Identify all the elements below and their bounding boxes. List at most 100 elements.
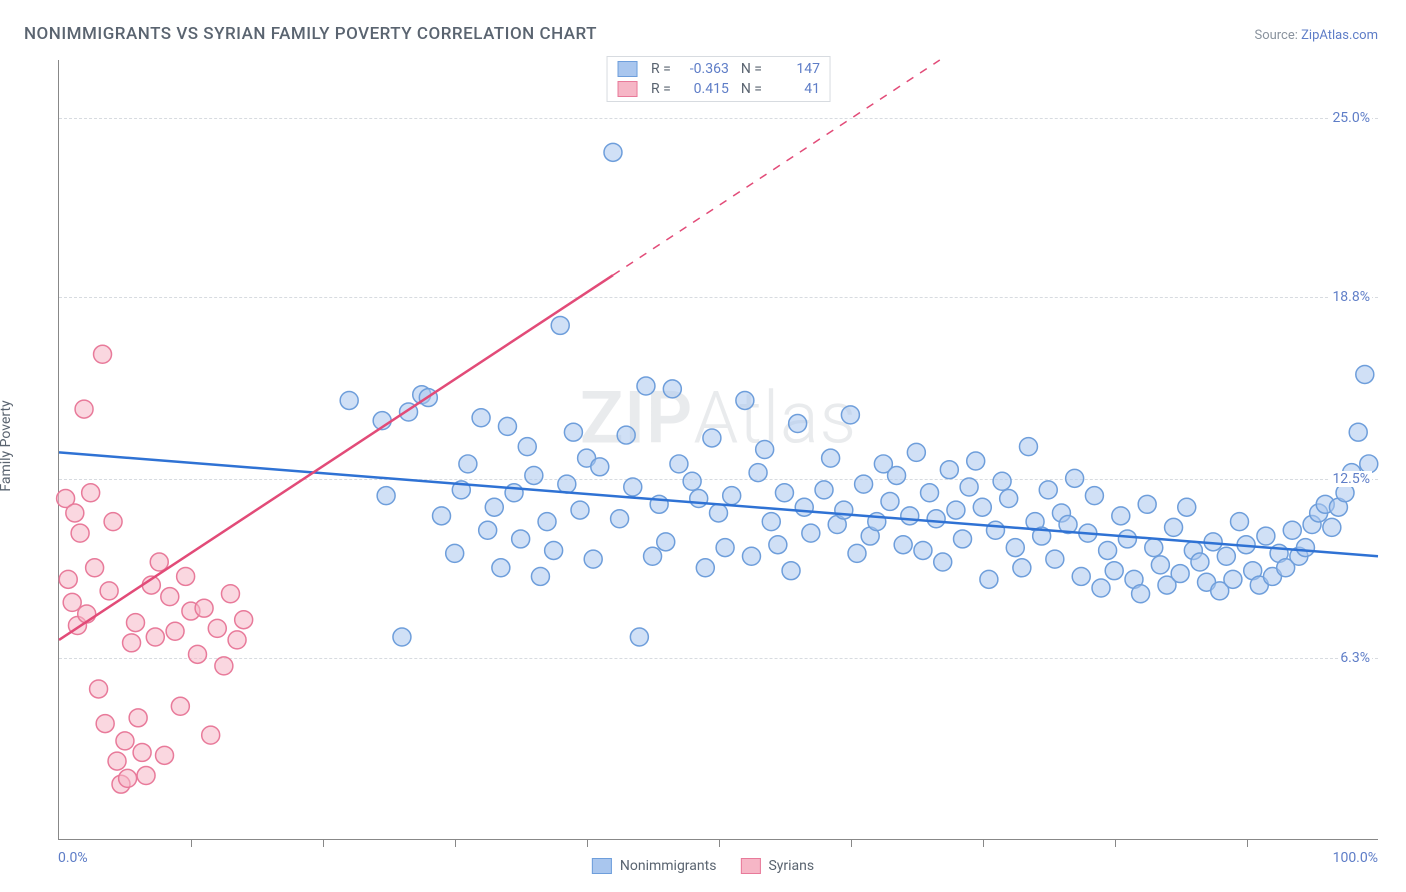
data-point xyxy=(1013,559,1031,577)
data-point xyxy=(177,567,195,585)
data-point xyxy=(690,490,708,508)
correlation-legend: R =-0.363N =147R =0.415N =41 xyxy=(606,56,831,102)
data-point xyxy=(848,544,866,562)
x-axis-min-label: 0.0% xyxy=(58,850,88,866)
data-point xyxy=(127,614,145,632)
data-point xyxy=(901,507,919,525)
data-point xyxy=(742,547,760,565)
data-point xyxy=(960,478,978,496)
data-point xyxy=(63,593,81,611)
legend-r-value: 0.415 xyxy=(683,81,729,97)
data-point xyxy=(1191,553,1209,571)
x-tick xyxy=(851,839,852,847)
data-point xyxy=(492,559,510,577)
x-tick xyxy=(719,839,720,847)
data-point xyxy=(591,458,609,476)
source-attribution: Source: ZipAtlas.com xyxy=(1254,28,1378,43)
data-point xyxy=(736,391,754,409)
legend-item: Nonimmigrants xyxy=(592,858,717,874)
data-point xyxy=(907,443,925,461)
data-point xyxy=(1112,507,1130,525)
data-point xyxy=(129,709,147,727)
data-point xyxy=(96,715,114,733)
data-point xyxy=(1019,438,1037,456)
data-point xyxy=(980,570,998,588)
data-point xyxy=(1039,481,1057,499)
data-point xyxy=(940,461,958,479)
data-point xyxy=(782,562,800,580)
data-point xyxy=(166,622,184,640)
data-point xyxy=(498,417,516,435)
legend-n-label: N = xyxy=(741,81,762,97)
data-point xyxy=(954,530,972,548)
x-tick xyxy=(587,839,588,847)
chart-title: NONIMMIGRANTS VS SYRIAN FAMILY POVERTY C… xyxy=(24,24,597,44)
data-point xyxy=(446,544,464,562)
data-point xyxy=(133,743,151,761)
data-point xyxy=(769,536,787,554)
legend-n-label: N = xyxy=(741,61,762,77)
series-legend: NonimmigrantsSyrians xyxy=(592,858,814,874)
data-point xyxy=(934,553,952,571)
data-point xyxy=(86,559,104,577)
data-point xyxy=(1145,539,1163,557)
data-point xyxy=(723,487,741,505)
data-point xyxy=(1066,469,1084,487)
data-point xyxy=(927,510,945,528)
data-point xyxy=(1006,539,1024,557)
data-point xyxy=(947,501,965,519)
data-point xyxy=(235,611,253,629)
data-point xyxy=(1323,518,1341,536)
data-point xyxy=(1231,513,1249,531)
data-point xyxy=(104,513,122,531)
correlation-chart: NONIMMIGRANTS VS SYRIAN FAMILY POVERTY C… xyxy=(0,0,1406,892)
data-point xyxy=(571,501,589,519)
data-point xyxy=(815,481,833,499)
data-point xyxy=(644,547,662,565)
data-point xyxy=(564,423,582,441)
data-point xyxy=(1046,550,1064,568)
legend-swatch xyxy=(740,858,760,874)
data-point xyxy=(1132,585,1150,603)
data-point xyxy=(472,409,490,427)
data-point xyxy=(525,466,543,484)
data-point xyxy=(485,498,503,516)
data-point xyxy=(195,599,213,617)
data-point xyxy=(1224,570,1242,588)
data-point xyxy=(202,726,220,744)
data-point xyxy=(1257,527,1275,545)
data-point xyxy=(881,492,899,510)
data-point xyxy=(71,524,89,542)
data-point xyxy=(762,513,780,531)
data-point xyxy=(1085,487,1103,505)
data-point xyxy=(1349,423,1367,441)
legend-r-label: R = xyxy=(651,81,671,97)
data-point xyxy=(146,628,164,646)
data-point xyxy=(100,582,118,600)
y-tick-label: 25.0% xyxy=(1330,110,1372,126)
data-point xyxy=(123,634,141,652)
data-point xyxy=(703,429,721,447)
data-point xyxy=(637,377,655,395)
data-point xyxy=(1217,547,1235,565)
data-point xyxy=(624,478,642,496)
data-point xyxy=(512,530,530,548)
trend-line xyxy=(59,275,613,640)
data-point xyxy=(215,657,233,675)
data-point xyxy=(914,541,932,559)
legend-swatch xyxy=(592,858,612,874)
data-point xyxy=(775,484,793,502)
y-tick-label: 18.8% xyxy=(1330,289,1372,305)
x-tick xyxy=(983,839,984,847)
source-link[interactable]: ZipAtlas.com xyxy=(1301,28,1378,43)
data-point xyxy=(1105,562,1123,580)
data-point xyxy=(66,504,84,522)
data-point xyxy=(835,501,853,519)
legend-n-value: 147 xyxy=(774,61,820,77)
data-point xyxy=(756,441,774,459)
data-point xyxy=(479,521,497,539)
data-point xyxy=(696,559,714,577)
data-point xyxy=(377,487,395,505)
legend-swatch xyxy=(617,81,637,97)
data-point xyxy=(171,697,189,715)
